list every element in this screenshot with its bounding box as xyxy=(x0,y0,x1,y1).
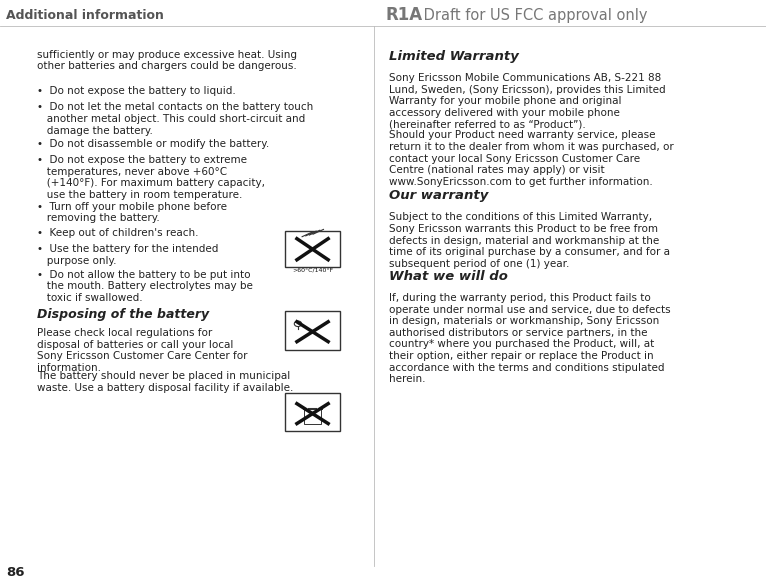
Text: Sony Ericsson Mobile Communications AB, S-221 88
Lund, Sweden, (Sony Ericsson), : Sony Ericsson Mobile Communications AB, … xyxy=(389,73,666,129)
Text: Subject to the conditions of this Limited Warranty,
Sony Ericsson warrants this : Subject to the conditions of this Limite… xyxy=(389,212,670,269)
Text: The battery should never be placed in municipal
waste. Use a battery disposal fa: The battery should never be placed in mu… xyxy=(37,371,293,393)
Text: •  Do not expose the battery to liquid.: • Do not expose the battery to liquid. xyxy=(37,86,235,96)
Text: 86: 86 xyxy=(6,566,25,579)
Text: •  Do not expose the battery to extreme
   temperatures, never above +60°C
   (+: • Do not expose the battery to extreme t… xyxy=(37,155,265,200)
Text: Limited Warranty: Limited Warranty xyxy=(389,50,519,63)
Text: Additional information: Additional information xyxy=(6,9,164,22)
Text: R1A: R1A xyxy=(385,6,422,24)
FancyBboxPatch shape xyxy=(285,230,340,267)
Text: •  Use the battery for the intended
   purpose only.: • Use the battery for the intended purpo… xyxy=(37,244,218,266)
Text: Disposing of the battery: Disposing of the battery xyxy=(37,308,209,321)
Text: •  Do not let the metal contacts on the battery touch
   another metal object. T: • Do not let the metal contacts on the b… xyxy=(37,102,313,136)
Text: Our warranty: Our warranty xyxy=(389,189,489,202)
Text: What we will do: What we will do xyxy=(389,270,508,283)
Text: •  Turn off your mobile phone before
   removing the battery.: • Turn off your mobile phone before remo… xyxy=(37,202,227,223)
FancyBboxPatch shape xyxy=(285,393,340,432)
Text: If, during the warranty period, this Product fails to
operate under normal use a: If, during the warranty period, this Pro… xyxy=(389,293,671,384)
Text: sufficiently or may produce excessive heat. Using
other batteries and chargers c: sufficiently or may produce excessive he… xyxy=(37,50,296,71)
Text: >60°C/140°F: >60°C/140°F xyxy=(292,267,333,273)
Text: Please check local regulations for
disposal of batteries or call your local
Sony: Please check local regulations for dispo… xyxy=(37,328,247,373)
Text: Should your Product need warranty service, please
return it to the dealer from w: Should your Product need warranty servic… xyxy=(389,130,674,187)
FancyBboxPatch shape xyxy=(285,311,340,350)
Text: •  Do not disassemble or modify the battery.: • Do not disassemble or modify the batte… xyxy=(37,139,269,149)
Text: •  Keep out of children's reach.: • Keep out of children's reach. xyxy=(37,228,198,238)
Text: Draft for US FCC approval only: Draft for US FCC approval only xyxy=(419,8,647,23)
Text: •  Do not allow the battery to be put into
   the mouth. Battery electrolytes ma: • Do not allow the battery to be put int… xyxy=(37,270,253,303)
